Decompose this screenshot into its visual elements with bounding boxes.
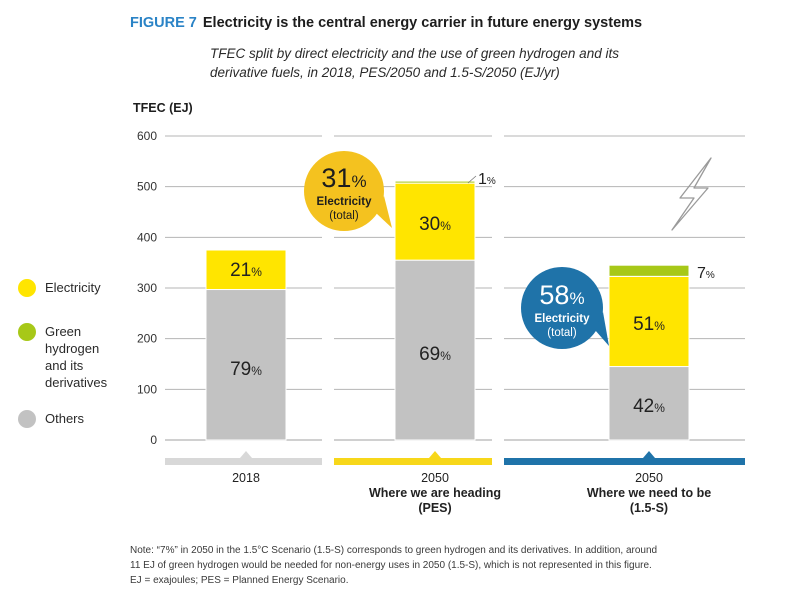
figure-subtitle-line2: derivative fuels, in 2018, PES/2050 and … — [210, 65, 560, 80]
legend-item-hydrogen: Green hydrogen and its derivatives — [18, 323, 107, 391]
y-tick-label: 0 — [150, 433, 157, 447]
callout-bubble-tail — [376, 196, 392, 228]
x-tick-sublabel: (PES) — [418, 501, 451, 515]
note-line3: EJ = exajoules; PES = Planned Energy Sce… — [130, 575, 349, 586]
figure-note: Note: “7%” in 2050 in the 1.5°C Scenario… — [130, 543, 770, 588]
legend-label-hydrogen-line3: and its — [45, 358, 84, 373]
legend-item-others: Others — [18, 410, 84, 428]
bar-segment-hydrogen — [394, 180, 476, 184]
callout-bubble — [304, 151, 384, 231]
callout-bubble-tail — [595, 312, 609, 346]
note-line2: 11 EJ of green hydrogen would be needed … — [130, 560, 652, 571]
data-label-electricity: 21% — [230, 260, 262, 281]
category-band — [504, 458, 745, 465]
bar-segment-others — [394, 259, 476, 441]
data-label-electricity: 51% — [633, 314, 665, 335]
figure-subtitle: TFEC split by direct electricity and the… — [210, 44, 770, 82]
category-band-marker — [429, 451, 441, 458]
figure-label: FIGURE 7 — [130, 15, 197, 31]
legend-swatch-hydrogen — [18, 323, 36, 341]
category-band-marker — [643, 451, 655, 458]
category-band — [334, 458, 492, 465]
y-tick-label: 400 — [137, 230, 157, 244]
callout-value: 58% — [539, 280, 584, 310]
y-axis-label: TFEC (EJ) — [133, 101, 193, 115]
legend-swatch-electricity — [18, 279, 36, 297]
data-label-hydrogen: 7% — [697, 265, 715, 282]
bar-segment-electricity — [394, 182, 476, 261]
x-tick-sublabel: Where we need to be — [587, 486, 711, 500]
y-tick-label: 300 — [137, 281, 157, 295]
figure-subtitle-line1: TFEC split by direct electricity and the… — [210, 46, 619, 61]
bar-segment-electricity — [608, 275, 690, 368]
legend-label-hydrogen-line1: Green — [45, 324, 82, 339]
y-tick-label: 500 — [137, 180, 157, 194]
legend-label-others: Others — [45, 411, 85, 426]
bar-segment-others — [205, 289, 287, 441]
x-tick-sublabel: Where we are heading — [369, 486, 501, 500]
callout-label-line2: (total) — [329, 210, 359, 222]
data-label-others: 42% — [633, 396, 665, 417]
note-line1: Note: “7%” in 2050 in the 1.5°C Scenario… — [130, 545, 658, 556]
callout-label-line1: Electricity — [535, 313, 591, 325]
figure-header: FIGURE 7 Electricity is the central energ… — [130, 14, 780, 32]
bar-segment-hydrogen — [608, 264, 690, 277]
legend-item-electricity: Electricity — [18, 279, 101, 297]
legend-label-hydrogen-line4: derivatives — [45, 375, 108, 390]
data-label-others: 69% — [419, 344, 451, 365]
legend-label-hydrogen-line2: hydrogen — [45, 341, 100, 356]
callout-value: 31% — [321, 163, 366, 193]
y-tick-label: 600 — [137, 129, 157, 143]
y-tick-label: 200 — [137, 332, 157, 346]
y-tick-label: 100 — [137, 382, 157, 396]
x-tick-label: 2050 — [421, 471, 449, 485]
x-tick-label: 2050 — [635, 471, 663, 485]
data-label-hydrogen: 1% — [478, 171, 496, 188]
callout-label-line1: Electricity — [317, 196, 373, 208]
lightning-bolt-icon — [671, 157, 712, 231]
legend-swatch-others — [18, 410, 36, 428]
legend-label-hydrogen: Green hydrogen and its derivatives — [45, 323, 107, 391]
figure-title: Electricity is the central energy carrie… — [202, 15, 643, 31]
legend-label-electricity: Electricity — [45, 280, 101, 295]
category-band-marker — [240, 451, 252, 458]
callout-bubble — [521, 267, 603, 349]
data-label-others: 79% — [230, 359, 262, 380]
x-tick-sublabel: (1.5-S) — [630, 501, 668, 515]
x-tick-label: 2018 — [232, 471, 260, 485]
data-label-leader — [467, 175, 477, 184]
category-band — [165, 458, 322, 465]
bar-segment-electricity — [205, 249, 287, 291]
callout-label-line2: (total) — [547, 327, 577, 339]
data-label-electricity: 30% — [419, 214, 451, 235]
